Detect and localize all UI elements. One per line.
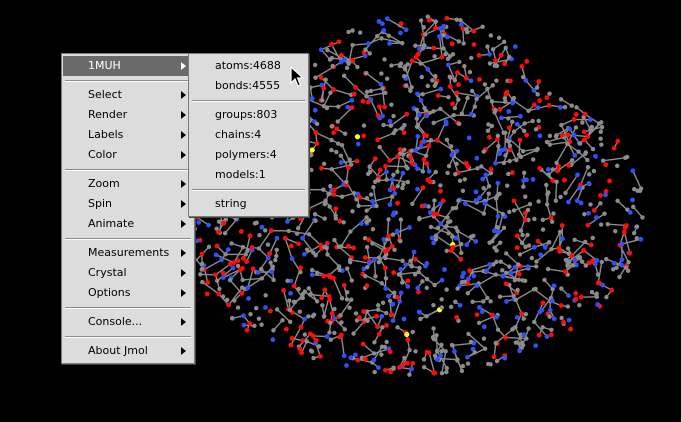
submenu-arrow-icon — [181, 347, 186, 355]
arrow-pointer-icon — [290, 66, 304, 87]
submenu-item-polymers[interactable]: polymers:4 — [190, 145, 307, 165]
menu-item-console[interactable]: Console... — [63, 312, 193, 332]
menu-separator — [192, 189, 305, 191]
submenu-arrow-icon — [181, 151, 186, 159]
menu-item-animate[interactable]: Animate — [63, 214, 193, 234]
menu-item-label: Animate — [88, 217, 135, 230]
menu-item-label: string — [215, 197, 247, 210]
menu-item-label: Options — [88, 286, 131, 299]
menu-item-label: chains:4 — [215, 128, 262, 141]
submenu-arrow-icon — [181, 91, 186, 99]
submenu-arrow-icon — [181, 200, 186, 208]
submenu-arrow-icon — [181, 318, 186, 326]
menu-item-label: Crystal — [88, 266, 127, 279]
menu-item-label: Render — [88, 108, 128, 121]
menu-item-model[interactable]: 1MUH — [63, 56, 193, 76]
menu-item-color[interactable]: Color — [63, 145, 193, 165]
menu-item-labels[interactable]: Labels — [63, 125, 193, 145]
submenu-arrow-icon — [181, 111, 186, 119]
menu-item-label: Console... — [88, 315, 143, 328]
menu-item-label: Select — [88, 88, 122, 101]
menu-item-zoom[interactable]: Zoom — [63, 174, 193, 194]
menu-item-options[interactable]: Options — [63, 283, 193, 303]
model-info-submenu: atoms:4688 bonds:4555 groups:803 chains:… — [188, 53, 309, 217]
menu-separator — [65, 169, 191, 171]
submenu-arrow-icon — [181, 269, 186, 277]
menu-item-spin[interactable]: Spin — [63, 194, 193, 214]
submenu-arrow-icon — [181, 180, 186, 188]
submenu-arrow-icon — [181, 249, 186, 257]
submenu-item-models[interactable]: models:1 — [190, 165, 307, 185]
submenu-item-string[interactable]: string — [190, 194, 307, 214]
menu-item-label: models:1 — [215, 168, 266, 181]
menu-item-label: groups:803 — [215, 108, 278, 121]
menu-item-select[interactable]: Select — [63, 85, 193, 105]
menu-item-label: 1MUH — [88, 59, 121, 72]
menu-item-about-jmol[interactable]: About Jmol — [63, 341, 193, 361]
menu-item-crystal[interactable]: Crystal — [63, 263, 193, 283]
menu-item-label: Spin — [88, 197, 112, 210]
menu-item-label: Labels — [88, 128, 124, 141]
submenu-item-chains[interactable]: chains:4 — [190, 125, 307, 145]
menu-item-label: Color — [88, 148, 117, 161]
menu-item-label: Zoom — [88, 177, 120, 190]
submenu-arrow-icon — [181, 220, 186, 228]
menu-separator — [65, 307, 191, 309]
submenu-item-groups[interactable]: groups:803 — [190, 105, 307, 125]
menu-item-label: bonds:4555 — [215, 79, 281, 92]
menu-separator — [65, 80, 191, 82]
submenu-arrow-icon — [181, 131, 186, 139]
menu-item-render[interactable]: Render — [63, 105, 193, 125]
menu-item-label: atoms:4688 — [215, 59, 281, 72]
submenu-item-atoms[interactable]: atoms:4688 — [190, 56, 307, 76]
menu-separator — [65, 238, 191, 240]
jmol-popup-menu: 1MUH Select Render Labels Color Zoom Spi… — [61, 53, 195, 364]
menu-separator — [65, 336, 191, 338]
submenu-item-bonds[interactable]: bonds:4555 — [190, 76, 307, 96]
menu-separator — [192, 100, 305, 102]
atom-layer — [178, 14, 645, 377]
submenu-arrow-icon — [181, 62, 186, 70]
menu-item-measurements[interactable]: Measurements — [63, 243, 193, 263]
menu-item-label: polymers:4 — [215, 148, 277, 161]
menu-item-label: About Jmol — [88, 344, 148, 357]
menu-item-label: Measurements — [88, 246, 170, 259]
submenu-arrow-icon — [181, 289, 186, 297]
